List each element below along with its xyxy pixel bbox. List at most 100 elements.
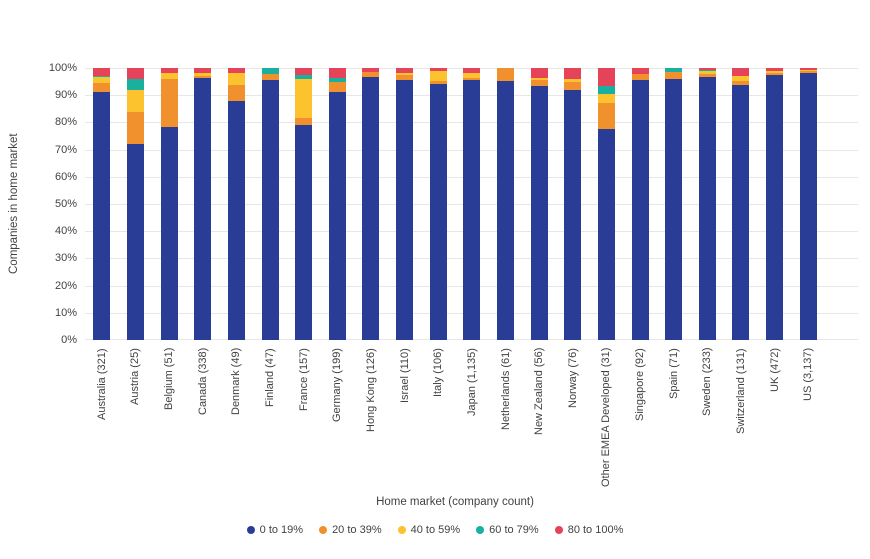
x-label-column: Canada (338) bbox=[186, 348, 220, 490]
x-label-column: Sweden (233) bbox=[691, 348, 725, 490]
legend-swatch-icon bbox=[319, 526, 328, 534]
bar-column bbox=[421, 68, 455, 340]
x-label-column: Switzerland (131) bbox=[724, 348, 758, 490]
x-label-column: Spain (71) bbox=[657, 348, 691, 490]
bar-segment bbox=[295, 74, 313, 79]
x-tick-label: Germany (199) bbox=[331, 348, 344, 422]
x-tick-label: Switzerland (131) bbox=[734, 348, 747, 434]
stacked-bar bbox=[194, 68, 212, 340]
bar-segment bbox=[194, 78, 212, 340]
bar-segment bbox=[429, 70, 447, 82]
x-tick-label: Finland (47) bbox=[264, 348, 277, 407]
x-label-column: Japan (1,135) bbox=[455, 348, 489, 490]
bar-segment bbox=[126, 78, 144, 90]
bar-segment bbox=[227, 68, 245, 74]
bar-segment bbox=[463, 68, 481, 74]
legend-label: 80 to 100% bbox=[567, 524, 624, 536]
legend-swatch-icon bbox=[397, 526, 406, 534]
legend-swatch-icon bbox=[246, 526, 255, 534]
bar-segment bbox=[396, 72, 414, 76]
stacked-bar bbox=[93, 68, 111, 340]
y-tick-label: 10% bbox=[54, 306, 77, 319]
bar-column bbox=[152, 68, 186, 340]
x-label-column: Netherlands (61) bbox=[489, 348, 523, 490]
bar-segment bbox=[396, 80, 414, 340]
y-tick-label: 50% bbox=[54, 198, 77, 210]
stacked-bar bbox=[631, 68, 649, 340]
bar-segment bbox=[93, 68, 111, 77]
bar-column bbox=[287, 68, 321, 340]
bar-column bbox=[253, 68, 287, 340]
bar-column bbox=[791, 68, 825, 340]
x-label-column: Israel (110) bbox=[388, 348, 422, 490]
stacked-bar bbox=[497, 68, 514, 340]
bar-segment bbox=[227, 84, 245, 102]
y-tick-label: 70% bbox=[54, 143, 77, 156]
stacked-bar bbox=[766, 68, 784, 340]
bar-segment bbox=[160, 73, 178, 79]
bar-segment bbox=[160, 68, 178, 74]
bar-segment bbox=[530, 77, 548, 81]
bar-segment bbox=[227, 73, 245, 85]
x-label-column: Belgium (51) bbox=[152, 348, 186, 490]
stacked-bar bbox=[597, 68, 615, 340]
legend-swatch-icon bbox=[476, 526, 485, 534]
bar-segment bbox=[665, 71, 683, 80]
bar-segment bbox=[429, 68, 447, 71]
y-tick-label: 20% bbox=[54, 279, 77, 292]
bar-column bbox=[590, 68, 624, 340]
bar-segment bbox=[631, 73, 649, 80]
bar-segment bbox=[597, 68, 615, 86]
bar-column bbox=[320, 68, 354, 340]
legend-swatch-icon bbox=[554, 526, 563, 534]
x-tick-label: Sweden (233) bbox=[701, 348, 714, 417]
x-tick-label: Netherlands (61) bbox=[499, 348, 512, 430]
bar-segment bbox=[126, 89, 144, 112]
bar-segment bbox=[732, 68, 750, 77]
bar-segment bbox=[732, 76, 750, 81]
x-tick-label: Belgium (51) bbox=[163, 348, 176, 411]
bar-segment bbox=[631, 68, 649, 74]
legend-item: 80 to 100% bbox=[554, 524, 624, 536]
stacked-bar bbox=[295, 68, 313, 340]
stacked-bar bbox=[732, 68, 750, 340]
bar-column bbox=[186, 68, 220, 340]
stacked-bar bbox=[530, 68, 548, 340]
bar-column bbox=[556, 68, 590, 340]
x-label-column: Denmark (49) bbox=[220, 348, 254, 490]
x-label-column: US (3,137) bbox=[791, 348, 825, 490]
bar-segment bbox=[799, 72, 817, 340]
x-tick-label: Other EMEA Developed (31) bbox=[600, 348, 613, 488]
bar-segment bbox=[261, 73, 279, 80]
x-tick-label: Canada (338) bbox=[196, 348, 209, 416]
bar-segment bbox=[463, 77, 481, 81]
x-label-column: New Zealand (56) bbox=[522, 348, 556, 490]
x-label-column: Hong Kong (126) bbox=[354, 348, 388, 490]
bar-segment bbox=[396, 68, 414, 73]
legend-label: 60 to 79% bbox=[489, 524, 539, 536]
bar-segment bbox=[295, 118, 313, 126]
y-tick-label: 60% bbox=[54, 170, 77, 183]
bar-segment bbox=[732, 84, 750, 340]
bar-segment bbox=[396, 75, 414, 81]
bar-column bbox=[388, 68, 422, 340]
y-tick-label: 100% bbox=[48, 62, 77, 74]
legend-item: 40 to 59% bbox=[397, 524, 460, 536]
bar-column bbox=[354, 68, 388, 340]
bar-segment bbox=[261, 68, 279, 74]
bar-segment bbox=[530, 85, 548, 340]
x-label-column: Austria (25) bbox=[119, 348, 153, 490]
x-label-column: Australia (321) bbox=[85, 348, 119, 490]
legend-label: 20 to 39% bbox=[332, 524, 382, 536]
bar-segment bbox=[295, 78, 313, 119]
bar-column bbox=[691, 68, 725, 340]
x-label-column: Other EMEA Developed (31) bbox=[590, 348, 624, 490]
x-axis-title: Home market (company count) bbox=[376, 496, 534, 508]
bar-segment bbox=[93, 77, 111, 84]
bar-segment bbox=[194, 75, 212, 79]
bar-column bbox=[623, 68, 657, 340]
bar-segment bbox=[597, 103, 615, 130]
x-label-column: UK (472) bbox=[758, 348, 792, 490]
bar-segment bbox=[564, 78, 582, 83]
stacked-bar bbox=[328, 68, 346, 340]
